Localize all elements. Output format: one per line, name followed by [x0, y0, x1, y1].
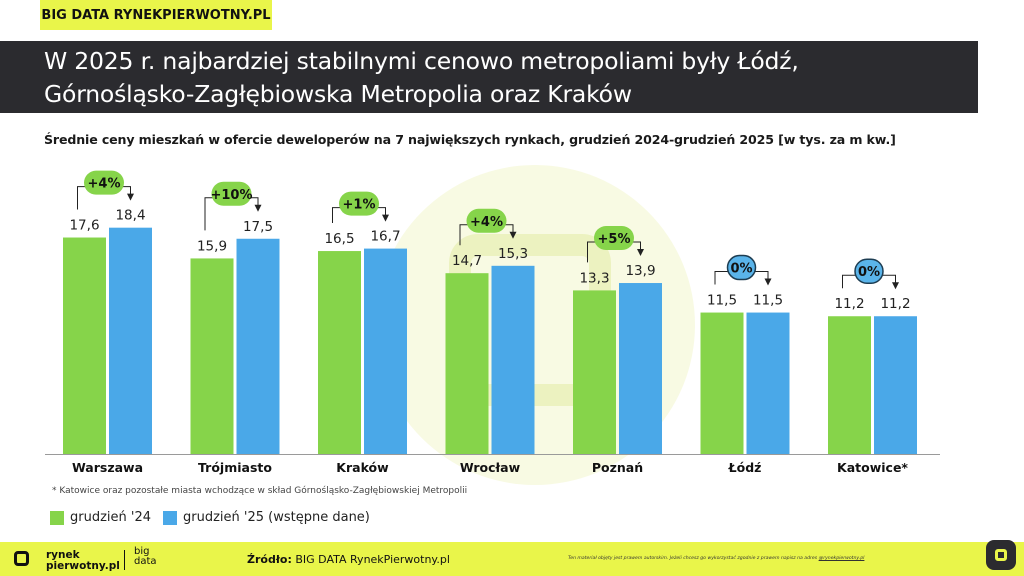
- legal-text: Ten materiał objęty jest prawem autorski…: [568, 556, 819, 561]
- legend-label-dec-25: grudzień '25 (wstępne dane): [183, 510, 370, 525]
- data-label-dec-25: 11,2: [880, 296, 910, 312]
- change-arrow-icon: [254, 204, 262, 212]
- bar-dec-25: [619, 283, 662, 454]
- change-arrow-icon: [382, 214, 389, 222]
- page-title-line-2: Górnośląsko-Zagłębiowska Metropolia oraz…: [44, 80, 632, 108]
- chart-legend: grudzień '24 grudzień '25 (wstępne dane): [50, 510, 382, 525]
- legal-email-link[interactable]: @rynekpierwotny.pl: [818, 556, 865, 561]
- change-label: +1%: [343, 198, 376, 213]
- legend-swatch-blue: [163, 510, 178, 525]
- data-label-dec-24: 17,6: [69, 218, 99, 234]
- data-label-dec-25: 18,4: [115, 208, 145, 224]
- tick-label-category: Trójmiasto: [198, 460, 272, 475]
- change-arrow-icon: [509, 231, 517, 239]
- tick-label-category: Poznań: [592, 460, 643, 475]
- change-label: 0%: [858, 265, 880, 280]
- bar-dec-24: [445, 273, 489, 454]
- footnote: * Katowice oraz pozostałe miasta wchodzą…: [52, 486, 468, 496]
- change-arrow-icon: [892, 282, 899, 290]
- corner-logo-square: [995, 549, 1007, 561]
- bar-dec-25: [236, 238, 280, 454]
- change-badge: [854, 258, 884, 284]
- data-label-dec-25: 16,7: [370, 229, 400, 245]
- change-arrow-icon: [127, 193, 134, 201]
- big-data-line-1: big: [134, 546, 150, 557]
- change-label: +4%: [88, 177, 121, 192]
- chart-title: Średnie ceny mieszkań w ofercie dewelope…: [44, 132, 896, 147]
- bar-dec-25: [746, 312, 790, 454]
- change-label: 0%: [730, 262, 752, 277]
- data-label-dec-25: 11,5: [753, 293, 783, 309]
- bar-dec-24: [700, 312, 744, 454]
- data-label-dec-25: 17,5: [243, 219, 273, 235]
- legend-item-dec-25: grudzień '25 (wstępne dane): [163, 510, 370, 525]
- data-label-dec-24: 11,5: [707, 293, 737, 309]
- data-label-dec-24: 16,5: [324, 231, 354, 247]
- bar-dec-25: [109, 227, 152, 454]
- tick-label-category: Łódź: [728, 460, 762, 475]
- change-badge: [339, 191, 379, 216]
- source-label: Źródło:: [247, 553, 292, 566]
- tick-label-category: Kraków: [336, 460, 389, 475]
- footer-bar: rynek pierwotny.pl big data Źródło: BIG …: [0, 542, 1024, 576]
- brand-logo-text: rynek pierwotny.pl: [46, 550, 120, 572]
- brand-line-2: pierwotny.pl: [46, 560, 120, 572]
- data-label-dec-24: 11,2: [834, 296, 864, 312]
- header-tag: BIG DATA RYNEKPIERWOTNY.PL: [40, 0, 272, 30]
- change-badge: [594, 226, 634, 251]
- data-label-dec-24: 14,7: [452, 253, 482, 269]
- bar-dec-24: [573, 290, 616, 454]
- bar-dec-25: [874, 316, 917, 454]
- legend-item-dec-24: grudzień '24: [50, 510, 151, 525]
- data-label-dec-24: 13,3: [579, 270, 609, 286]
- change-label: +5%: [598, 232, 631, 247]
- tick-label-category: Wrocław: [460, 460, 521, 475]
- tick-label-category: Warszawa: [72, 460, 143, 475]
- change-badge: [211, 181, 252, 206]
- footer-divider: [124, 550, 125, 570]
- bar-dec-25: [491, 265, 535, 454]
- change-arrow-icon: [764, 278, 772, 286]
- tick-label-category: Katowice*: [837, 460, 908, 475]
- bar-dec-24: [828, 316, 871, 454]
- rynekpierwotny-logo-icon: [14, 551, 29, 566]
- brand-line-1: rynek: [46, 549, 80, 561]
- change-badge: [466, 208, 507, 233]
- legend-swatch-green: [50, 510, 64, 525]
- change-badge: [84, 170, 124, 195]
- big-data-line-2: data: [134, 556, 157, 567]
- change-arrow-icon: [637, 249, 644, 257]
- copyright-notice: Ten materiał objęty jest prawem autorski…: [568, 556, 864, 561]
- title-bar: W 2025 r. najbardziej stabilnymi cenowo …: [0, 41, 978, 113]
- bar-dec-24: [190, 258, 234, 454]
- bar-dec-24: [318, 251, 361, 454]
- bar-dec-24: [63, 237, 106, 454]
- legend-label-dec-24: grudzień '24: [70, 510, 152, 525]
- bar-chart: 17,6 18,4 Warszawa +4% 15,9 17,5 Trójmiasto +10…: [45, 165, 940, 485]
- data-label-dec-25: 13,9: [625, 263, 655, 279]
- data-label-dec-25: 15,3: [498, 246, 528, 262]
- bar-dec-25: [364, 248, 407, 454]
- corner-logo-icon: [986, 540, 1016, 570]
- change-badge: [726, 254, 757, 281]
- big-data-logo: big data: [134, 547, 157, 567]
- page-title-line-1: W 2025 r. najbardziej stabilnymi cenowo …: [44, 47, 799, 75]
- change-label: +10%: [210, 188, 252, 203]
- data-label-dec-24: 15,9: [197, 238, 227, 254]
- source-text: BIG DATA RynekPierwotny.pl: [295, 553, 450, 566]
- change-label: +4%: [470, 215, 503, 230]
- source-note: Źródło: BIG DATA RynekPierwotny.pl: [247, 553, 450, 566]
